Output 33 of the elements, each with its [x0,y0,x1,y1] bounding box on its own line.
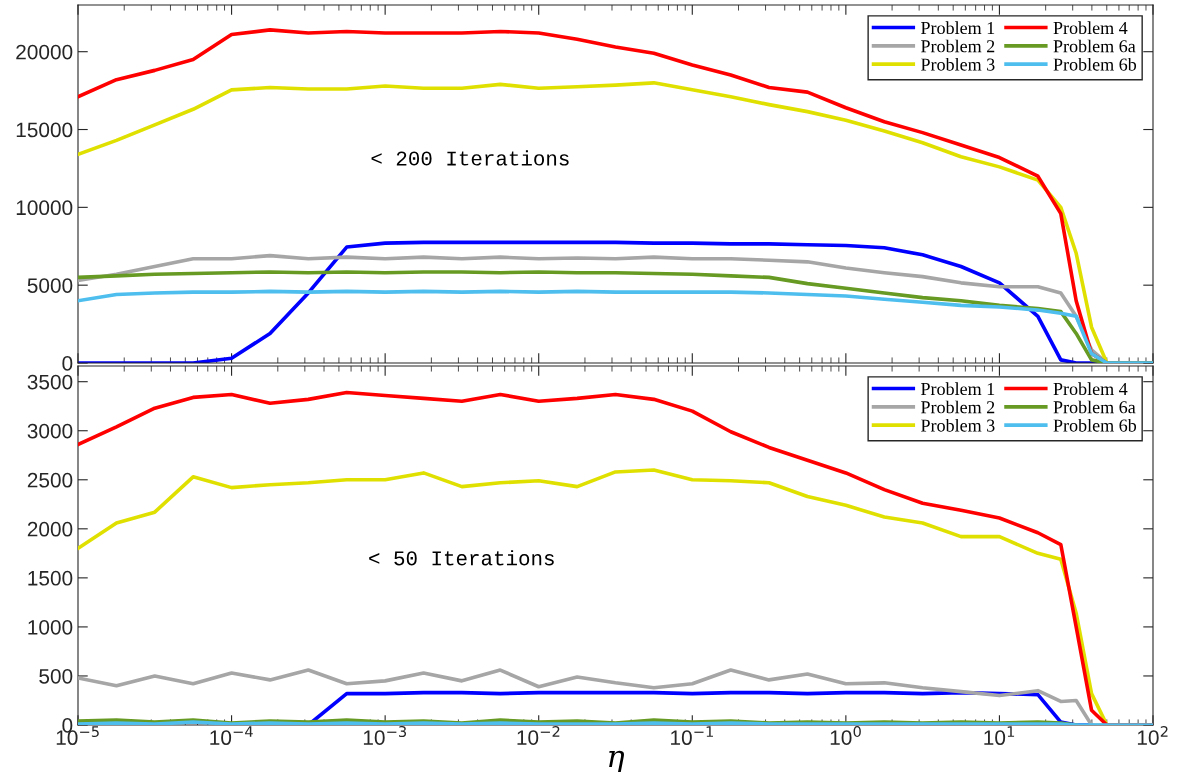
y-tick-label: 500 [39,668,73,684]
legend-label: Problem 3 [921,57,995,71]
legend-label: Problem 4 [1053,21,1128,35]
x-tick-label: 10$^{0}$ [830,726,861,745]
y-tick-label: 0 [62,356,73,371]
legend-label: Problem 1 [921,21,995,35]
legend-label: Problem 3 [921,418,995,432]
x-tick-label: 10$^{−2}$ [517,726,560,745]
legend-label: Problem 1 [921,382,995,396]
annotation: < 50 Iterations [369,550,554,566]
annotation: < 200 Iterations [371,150,569,166]
y-tick-label: 10000 [16,200,73,216]
legend-label: Problem 2 [921,400,995,414]
y-tick-label: 15000 [16,122,73,138]
x-tick-label: 10$^{−4}$ [210,726,253,746]
legend-label: Problem 6b [1053,57,1137,71]
legend-label: Problem 6a [1053,400,1136,414]
y-tick-label: 5000 [27,278,73,293]
y-tick-label: 3500 [27,374,73,390]
x-tick-label: 10$^{2}$ [1137,726,1168,745]
x-tick-label: 10$^{−3}$ [363,726,407,745]
legend-label: Problem 2 [921,39,995,53]
x-tick-label: 10$^{1}$ [984,726,1015,746]
y-tick-label: 1000 [28,619,73,635]
x-tick-label: 10$^{−1}$ [671,726,713,746]
y-tick-label: 3000 [27,423,73,439]
y-tick-label: 20000 [16,44,73,60]
y-tick-label: 2000 [27,521,73,537]
legend-label: Problem 4 [1053,382,1128,396]
legend-label: Problem 6b [1053,418,1137,432]
y-tick-label: 2500 [27,472,73,488]
legend-label: Problem 6a [1053,39,1136,53]
y-tick-label: 1500 [28,570,73,586]
